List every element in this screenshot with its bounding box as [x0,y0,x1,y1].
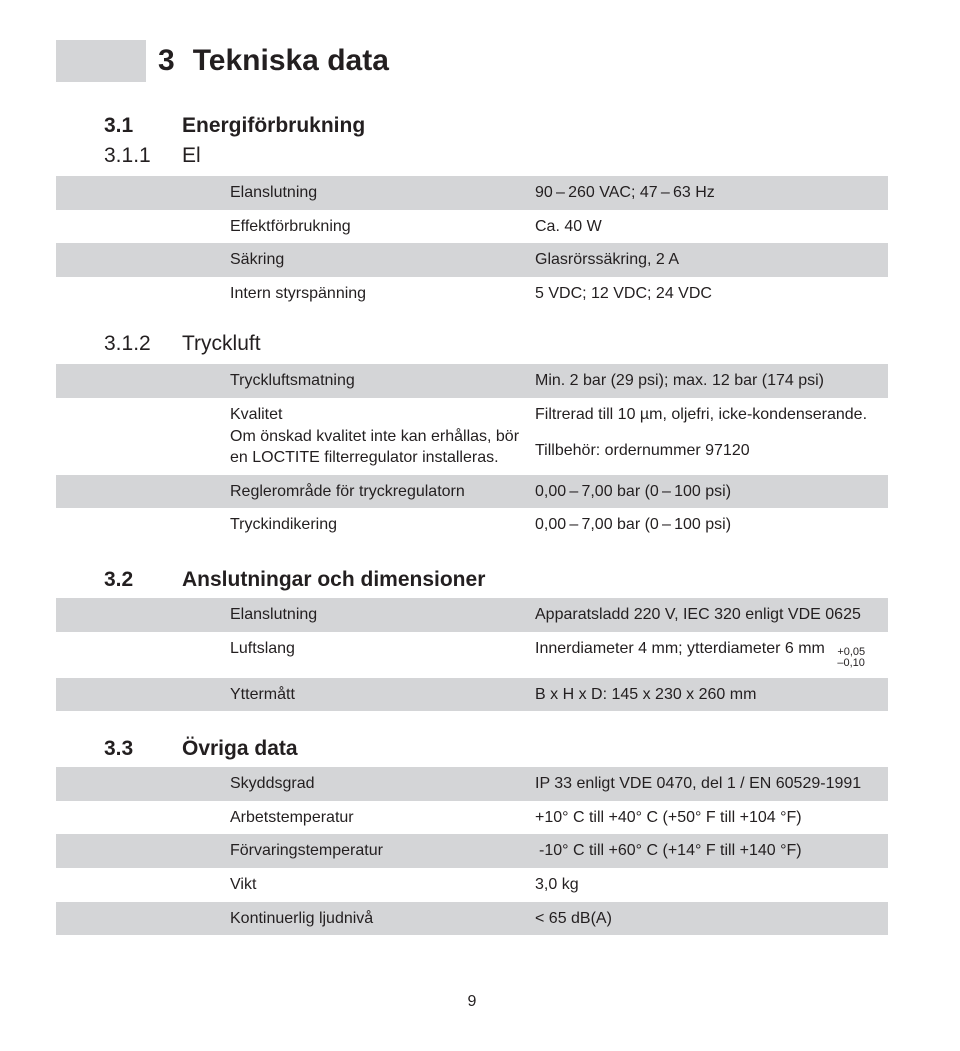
row-label: Elanslutning [230,182,535,204]
subheading-3-3: 3.3 Övriga data [56,737,888,761]
table-3-2: Elanslutning Apparatsladd 220 V, IEC 320… [56,598,888,711]
page-root: 3 Tekniska data 3.1 Energiförbrukning 3.… [0,0,960,1051]
table-row: Luftslang Innerdiameter 4 mm; ytterdiame… [56,632,888,678]
row-value: Filtrerad till 10 µm, oljefri, icke-kond… [535,404,888,469]
row-label: Skyddsgrad [230,773,535,795]
row-label: Intern styrspänning [230,283,535,305]
row-value: -10° C till +60° C (+14° F till +140 °F) [535,840,888,862]
row-value: +10° C till +40° C (+50° F till +104 °F) [535,807,888,829]
row-value: 0,00 – 7,00 bar (0 – 100 psi) [535,481,888,503]
subsub-title: Tryckluft [182,332,261,356]
row-label: Elanslutning [230,604,535,626]
section-header: 3 Tekniska data [56,40,888,82]
subsub-number: 3.1.1 [104,144,182,168]
table-3-1-2: Tryckluftsmatning Min. 2 bar (29 psi); m… [56,364,888,542]
sub-number: 3.3 [104,737,182,761]
row-label: Förvaringstemperatur [230,840,535,862]
subsection-3-3: 3.3 Övriga data Skyddsgrad IP 33 enligt … [56,737,888,935]
subsection-3-2: 3.2 Anslutningar och dimensioner Elanslu… [56,568,888,711]
row-label: Yttermått [230,684,535,706]
row-value: Ca. 40 W [535,216,888,238]
section-number: 3 [158,44,175,78]
sub-number: 3.1 [104,114,182,138]
subheading-3-2: 3.2 Anslutningar och dimensioner [56,568,888,592]
row-value: < 65 dB(A) [535,908,888,930]
row-value: 3,0 kg [535,874,888,896]
row-value: Apparatsladd 220 V, IEC 320 enligt VDE 0… [535,604,888,626]
row-value-main: Filtrerad till 10 µm, oljefri, icke-kond… [535,406,867,423]
sub-number: 3.2 [104,568,182,592]
subsection-3-1: 3.1 Energiförbrukning 3.1.1 El Elanslutn… [56,114,888,542]
row-label: Kontinuerlig ljudnivå [230,908,535,930]
page-number: 9 [56,993,888,1011]
table-row: Reglerområde för tryckregulatorn 0,00 – … [56,475,888,509]
table-row: Tryckluftsmatning Min. 2 bar (29 psi); m… [56,364,888,398]
table-row: Vikt 3,0 kg [56,868,888,902]
section-title: Tekniska data [193,44,389,78]
row-label: Vikt [230,874,535,896]
table-row: Intern styrspänning 5 VDC; 12 VDC; 24 VD… [56,277,888,311]
sub-title: Anslutningar och dimensioner [182,568,485,592]
subsub-number: 3.1.2 [104,332,182,356]
row-value: IP 33 enligt VDE 0470, del 1 / EN 60529-… [535,773,888,795]
row-value: 5 VDC; 12 VDC; 24 VDC [535,283,888,305]
table-row: Arbetstemperatur +10° C till +40° C (+50… [56,801,888,835]
row-label: Arbetstemperatur [230,807,535,829]
table-row: Effektförbrukning Ca. 40 W [56,210,888,244]
table-row: Elanslutning 90 – 260 VAC; 47 – 63 Hz [56,176,888,210]
row-label: Tryckluftsmatning [230,370,535,392]
row-value: Min. 2 bar (29 psi); max. 12 bar (174 ps… [535,370,888,392]
table-row: Kontinuerlig ljudnivå < 65 dB(A) [56,902,888,936]
sub-title: Övriga data [182,737,298,761]
row-value: Innerdiameter 4 mm; ytterdiameter 6 mm +… [535,638,888,672]
tolerance-fraction: +0,05 –0,10 [837,647,865,670]
row-label: Effektförbrukning [230,216,535,238]
tolerance-minus: –0,10 [837,658,865,670]
subsub-title: El [182,144,201,168]
row-label: Tryckindikering [230,514,535,536]
table-row: Skyddsgrad IP 33 enligt VDE 0470, del 1 … [56,767,888,801]
row-label: Reglerområde för tryckregulatorn [230,481,535,503]
row-label: Säkring [230,249,535,271]
sub-title: Energiförbrukning [182,114,365,138]
row-label-main: Kvalitet [230,406,282,423]
table-row: Förvaringstemperatur -10° C till +60° C … [56,834,888,868]
table-row: Kvalitet Om önskad kvalitet inte kan erh… [56,398,888,475]
table-row: Elanslutning Apparatsladd 220 V, IEC 320… [56,598,888,632]
row-value-note: Tillbehör: ordernummer 97120 [535,440,888,462]
row-value: 0,00 – 7,00 bar (0 – 100 psi) [535,514,888,536]
row-value: Glasrörssäkring, 2 A [535,249,888,271]
subsubheading-3-1-2: 3.1.2 Tryckluft [56,332,888,356]
table-row: Säkring Glasrörssäkring, 2 A [56,243,888,277]
row-label: Luftslang [230,638,535,672]
subsubheading-3-1-1: 3.1.1 El [56,144,888,168]
table-row: Tryckindikering 0,00 – 7,00 bar (0 – 100… [56,508,888,542]
table-3-3: Skyddsgrad IP 33 enligt VDE 0470, del 1 … [56,767,888,935]
row-value: B x H x D: 145 x 230 x 260 mm [535,684,888,706]
row-value: 90 – 260 VAC; 47 – 63 Hz [535,182,888,204]
subheading-3-1: 3.1 Energiförbrukning [56,114,888,138]
row-label-note: Om önskad kvalitet inte kan erhållas, bö… [230,426,523,469]
row-value-main: Innerdiameter 4 mm; ytterdiameter 6 mm [535,640,825,657]
table-row: Yttermått B x H x D: 145 x 230 x 260 mm [56,678,888,712]
row-label: Kvalitet Om önskad kvalitet inte kan erh… [230,404,535,469]
table-3-1-1: Elanslutning 90 – 260 VAC; 47 – 63 Hz Ef… [56,176,888,310]
section-tab [56,40,146,82]
